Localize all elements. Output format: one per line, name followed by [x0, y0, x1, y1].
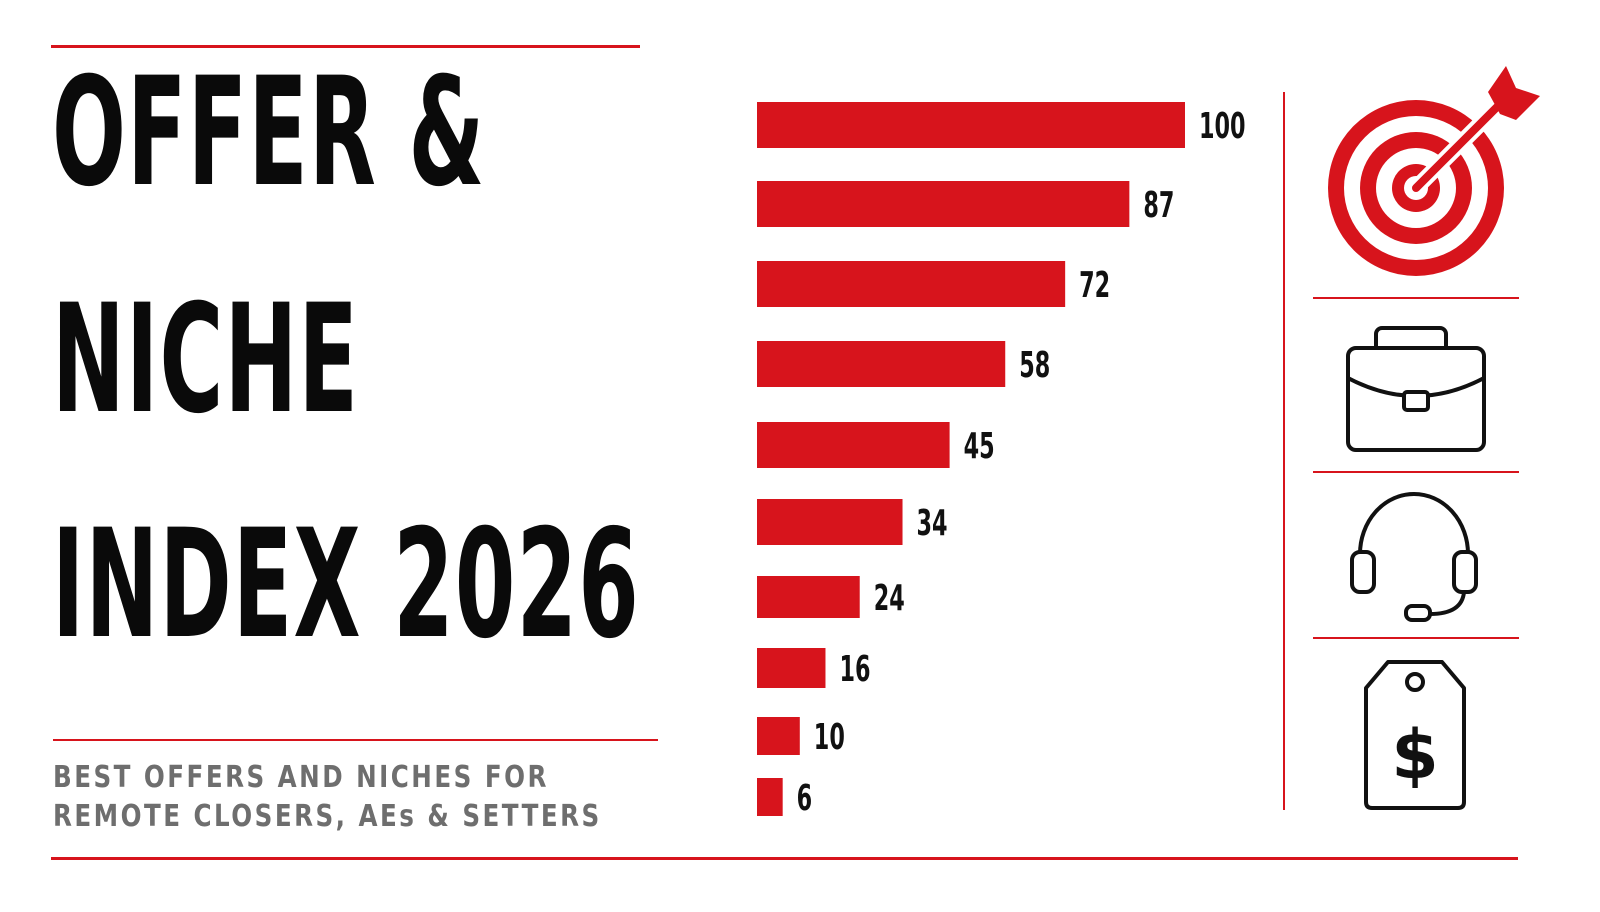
icon-separator	[1313, 637, 1519, 639]
svg-text:$: $	[1391, 716, 1438, 795]
bar	[757, 576, 860, 618]
subtitle-line-2: REMOTE CLOSERS, AEs & SETTERS	[53, 799, 602, 834]
headset-icon	[1350, 492, 1478, 622]
title-line-1: OFFER &	[52, 46, 486, 220]
bar	[757, 717, 800, 755]
bar	[757, 499, 903, 545]
icon-separator	[1313, 471, 1519, 473]
bar-value-label: 6	[797, 778, 813, 820]
bar-value-label: 45	[964, 426, 995, 468]
bar	[757, 778, 783, 816]
vertical-divider	[1283, 92, 1285, 810]
bar-value-label: 34	[917, 503, 948, 545]
bar-value-label: 24	[874, 578, 905, 620]
title-line-2: NICHE	[52, 273, 360, 447]
bar	[757, 102, 1185, 148]
price-tag-icon: $	[1364, 660, 1466, 810]
bar	[757, 648, 826, 688]
bar-value-label: 100	[1199, 106, 1246, 148]
icon-separator	[1313, 297, 1519, 299]
bar	[757, 422, 950, 468]
top-rule	[51, 45, 640, 48]
bottom-rule	[51, 857, 1518, 860]
subtitle-line-1: BEST OFFERS AND NICHES FOR	[53, 760, 549, 795]
bar-value-label: 58	[1019, 345, 1050, 387]
bar	[757, 261, 1066, 307]
briefcase-icon	[1346, 326, 1486, 452]
bar-value-label: 72	[1079, 265, 1110, 307]
title-line-3: INDEX 2026	[52, 498, 640, 672]
bar-value-label: 10	[814, 717, 845, 759]
title-divider	[53, 739, 658, 741]
bar	[757, 341, 1006, 387]
bar	[757, 181, 1130, 227]
bar-value-label: 16	[839, 649, 870, 691]
target-icon	[1328, 66, 1540, 276]
bar-value-label: 87	[1143, 185, 1174, 227]
